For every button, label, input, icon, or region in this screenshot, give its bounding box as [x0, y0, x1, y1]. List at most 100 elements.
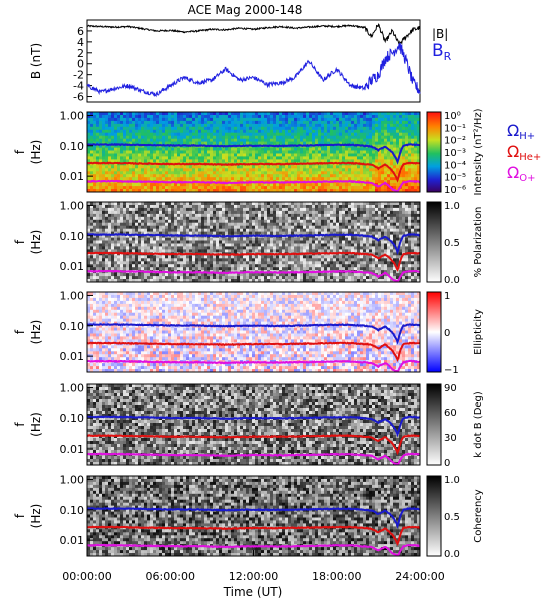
panel-polarization-image: [87, 202, 421, 283]
panel-kdotb-colorbar: [426, 383, 442, 466]
panel-polarization-ytick-label: 0.10: [60, 230, 85, 243]
panel-ellipticity-ytick-label: 0.10: [60, 320, 85, 333]
panel-kdotb-colorbar-tick: 0: [444, 458, 450, 469]
panel-coherency-ylabel-unit: (Hz): [29, 504, 43, 529]
legend-h-sub: H+: [519, 131, 535, 142]
time-axis: Time (UT) 00:00:00 06:00:00 12:00:00 18:00:…: [62, 550, 445, 599]
figure-title: ACE Mag 2000-148: [188, 3, 303, 17]
legend-he-sub: He+: [519, 152, 541, 163]
legend-he-label: Ω: [507, 142, 519, 161]
panel-intensity-colorbar-tick: 10⁻⁴: [444, 160, 466, 171]
panel-ellipticity: 1.00 0.10 0.01 f (Hz) 1 0 −1 Ellipticity: [13, 289, 484, 376]
panel-intensity-ylabel-unit: (Hz): [29, 140, 43, 165]
panel-polarization-ytick-label: 1.00: [60, 199, 85, 212]
panel-polarization-colorbar-label: % Polarization: [473, 207, 484, 278]
legend-b-radial-sub: R: [444, 50, 452, 63]
panel-coherency-colorbar-tick: 0.5: [444, 512, 460, 523]
panel-polarization-ylabel-var: f: [13, 239, 27, 244]
legend-b-radial-label: B: [432, 41, 444, 61]
panel-kdotb-ylabel-unit: (Hz): [29, 412, 43, 437]
panel-polarization-frame: [86, 201, 421, 283]
panel-polarization-colorbar-tick: 1.0: [444, 201, 460, 212]
cyclotron-o-line: [86, 269, 421, 282]
panel-b-series: [86, 23, 421, 98]
panel-coherency-ytick-label: 1.00: [60, 473, 85, 486]
panel-polarization-colorbar-tick: 0.0: [444, 275, 460, 286]
panel-polarization-colorbar: [426, 201, 442, 283]
panel-ellipticity-colorbar-tick: 0: [444, 328, 450, 339]
panel-intensity-colorbar-tick: 10⁻²: [444, 136, 466, 147]
cyclotron-legend: ΩH+ ΩHe+ ΩO+: [507, 121, 541, 184]
cyclotron-h-line: [86, 323, 421, 345]
panel-kdotb-ytick-label: 0.01: [60, 443, 85, 456]
panel-b-ytick-label: 2: [77, 47, 84, 60]
legend-o-sub: O+: [519, 173, 535, 184]
panel-kdotb: 1.00 0.10 0.01 f (Hz) 90 60 30 0 k dot B (Deg): [13, 382, 484, 469]
panel-coherency: 1.00 0.10 0.01 f (Hz) 1.0 0.5 0.0 Coherency: [13, 473, 484, 560]
cyclotron-he-line: [86, 341, 420, 363]
cyclotron-h-line: [86, 415, 421, 438]
panel-intensity-frame: [86, 111, 421, 193]
series-b-magnitude: [86, 23, 421, 47]
panel-b-ytick-label: -4: [73, 80, 84, 93]
cyclotron-o-line: [87, 452, 420, 465]
panel-kdotb-ytick-label: 0.10: [60, 412, 85, 425]
panel-kdotb-ylabel-var: f: [13, 422, 27, 427]
panel-intensity-ytick-label: 0.01: [60, 170, 85, 183]
cyclotron-he-line: [86, 525, 421, 547]
cyclotron-o-line: [86, 179, 420, 192]
panel-intensity-ytick-label: 0.10: [60, 140, 85, 153]
legend-o-label: Ω: [507, 163, 519, 182]
xaxis-tick-label: 00:00:00: [62, 570, 111, 583]
panel-ellipticity-image: [87, 292, 421, 373]
panel-ellipticity-colorbar: [426, 291, 442, 373]
panel-kdotb-colorbar-label: k dot B (Deg): [473, 391, 484, 458]
panel-b-ytick-label: 6: [77, 25, 84, 38]
panel-ellipticity-ylabel-unit: (Hz): [29, 320, 43, 345]
panel-coherency-colorbar-tick: 0.0: [444, 549, 460, 560]
panel-b-frame: [86, 19, 421, 103]
panel-b-ytick-label: -6: [73, 91, 84, 104]
panel-coherency-ytick-label: 0.10: [60, 504, 85, 517]
panel-intensity-colorbar-tick: 10⁻¹: [444, 123, 466, 134]
panel-kdotb-ytick-label: 1.00: [60, 382, 85, 395]
panel-kdotb-frame: [86, 383, 421, 466]
panel-kdotb-colorbar-tick: 90: [444, 383, 457, 394]
panel-coherency-image: [87, 476, 421, 557]
panel-b-ytick-label: -2: [73, 69, 84, 82]
xaxis-label: Time (UT): [223, 585, 283, 599]
xaxis-tick-label: 12:00:00: [229, 570, 278, 583]
legend-b-radial: BR: [432, 41, 452, 63]
panel-intensity-ylabel-var: f: [13, 149, 27, 154]
xaxis-tick-label: 24:00:00: [395, 570, 444, 583]
legend-b-magnitude: |B|: [432, 27, 448, 41]
panel-ellipticity-colorbar-tick: −1: [444, 365, 459, 376]
series-b-radial: [86, 43, 421, 98]
panel-polarization: 1.00 0.10 0.01 f (Hz) 1.0 0.5 0.0 % Polarization: [13, 199, 484, 286]
xaxis-tick-label: 06:00:00: [146, 570, 195, 583]
panel-ellipticity-colorbar-tick: 1: [444, 291, 450, 302]
panel-intensity-image: [87, 112, 421, 193]
cyclotron-o-line: [86, 359, 421, 372]
panel-intensity-colorbar: [426, 111, 442, 193]
cyclotron-h-line: [86, 233, 421, 256]
spectrogram-panels: 1.000.100.01f (Hz)10⁰10⁻¹10⁻²10⁻³10⁻⁴10⁻⁵…: [13, 108, 484, 560]
panel-intensity-colorbar-tick: 10⁻⁶: [444, 185, 466, 196]
panel-coherency-ylabel-var: f: [13, 513, 27, 518]
panel-intensity-colorbar-tick: 10⁰: [444, 111, 461, 122]
panel-b-ylabel: B (nT): [29, 43, 43, 79]
panel-polarization-colorbar-tick: 0.5: [444, 238, 460, 249]
panel-kdotb-colorbar-tick: 30: [444, 433, 457, 444]
svg-text:BR: BR: [432, 41, 452, 63]
cyclotron-h-line: [86, 142, 421, 165]
cyclotron-h-line: [86, 506, 421, 529]
panel-coherency-colorbar: [426, 475, 442, 557]
panel-intensity-colorbar-tick: 10⁻⁵: [444, 173, 466, 184]
panel-ellipticity-ytick-label: 0.01: [60, 350, 85, 363]
xaxis-tick-label: 18:00:00: [312, 570, 361, 583]
panel-ellipticity-ytick-label: 1.00: [60, 289, 85, 302]
